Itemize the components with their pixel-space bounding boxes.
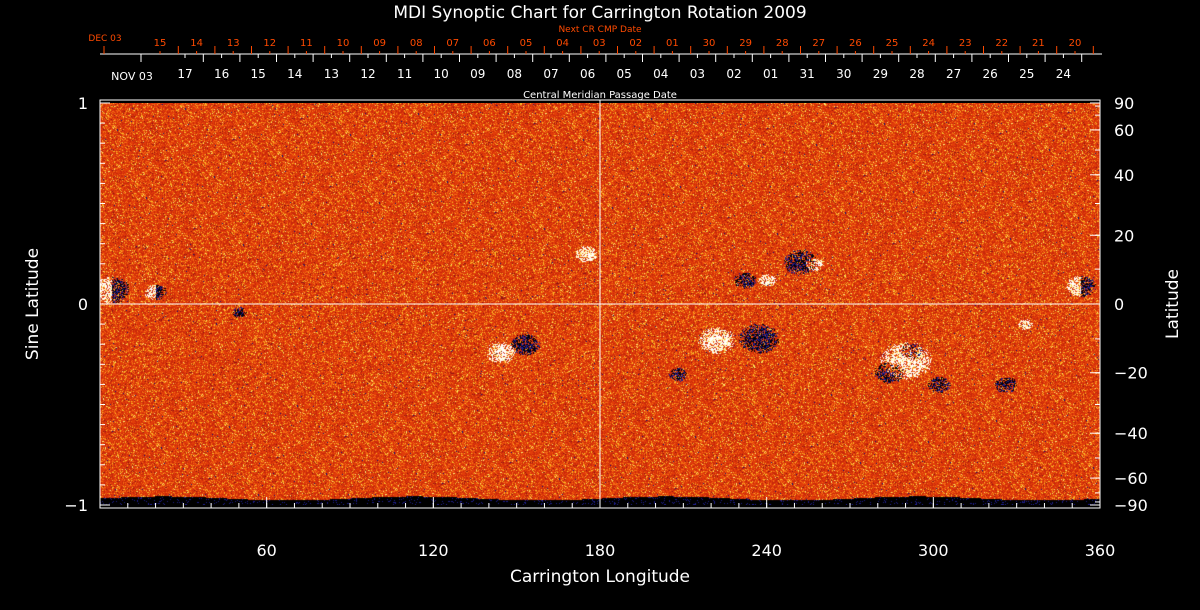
- cmp-date-label: 08: [507, 67, 522, 81]
- y-tick-label-right: 60: [1114, 121, 1134, 140]
- cmp-date-label: 30: [836, 67, 851, 81]
- y-tick-label-right: 20: [1114, 226, 1134, 245]
- cmp-date-label: 10: [434, 67, 449, 81]
- cmp-date-label: 04: [653, 67, 668, 81]
- next-cmp-axis-title: Next CR CMP Date: [558, 25, 642, 35]
- next-cmp-date-label: 23: [959, 38, 972, 49]
- y-tick-label-right: 40: [1114, 166, 1134, 185]
- cmp-date-label: 07: [543, 67, 558, 81]
- y-tick-label-left: −1: [64, 496, 88, 515]
- cmp-date-label: 06: [580, 67, 595, 81]
- cmp-date-label: 24: [1056, 67, 1071, 81]
- next-cmp-date-label: 26: [849, 38, 862, 49]
- cmp-start-label: NOV 03: [111, 70, 153, 83]
- next-cmp-date-label: 06: [483, 38, 496, 49]
- next-cmp-date-label: 03: [593, 38, 606, 49]
- cmp-date-label: 13: [324, 67, 339, 81]
- next-cmp-date-label: 25: [886, 38, 899, 49]
- cmp-date-label: 05: [617, 67, 632, 81]
- x-axis-label: Carrington Longitude: [510, 567, 690, 587]
- next-cmp-date-label: 30: [703, 38, 716, 49]
- next-cmp-date-label: 29: [739, 38, 752, 49]
- cmp-date-label: 25: [1019, 67, 1034, 81]
- next-cmp-date-label: 11: [300, 38, 313, 49]
- next-cmp-date-label: 21: [1032, 38, 1045, 49]
- next-cmp-date-label: 15: [154, 38, 167, 49]
- next-cmp-date-label: 12: [263, 38, 276, 49]
- cmp-date-label: 15: [251, 67, 266, 81]
- cmp-date-label: 09: [470, 67, 485, 81]
- x-tick-label: 180: [585, 541, 616, 560]
- y-tick-label-right: −60: [1114, 469, 1148, 488]
- next-cmp-date-label: 01: [666, 38, 679, 49]
- next-cmp-date-label: 24: [922, 38, 935, 49]
- cmp-date-label: 16: [214, 67, 229, 81]
- x-tick-label: 120: [418, 541, 449, 560]
- y-tick-label-left: 1: [78, 94, 88, 113]
- cmp-date-label: 11: [397, 67, 412, 81]
- chart-title: MDI Synoptic Chart for Carrington Rotati…: [393, 3, 806, 23]
- cmp-date-label: 03: [690, 67, 705, 81]
- x-tick-label: 300: [918, 541, 949, 560]
- next-cmp-date-label: 22: [995, 38, 1008, 49]
- cmp-date-label: 27: [946, 67, 961, 81]
- x-tick-label: 360: [1085, 541, 1116, 560]
- y-tick-label-left: 0: [78, 295, 88, 314]
- next-cmp-date-label: 20: [1069, 38, 1082, 49]
- y-tick-label-right: 0: [1114, 295, 1124, 314]
- next-cmp-date-label: 14: [190, 38, 203, 49]
- next-cmp-date-label: 28: [776, 38, 789, 49]
- next-cmp-start-label: DEC 03: [88, 34, 121, 44]
- cmp-date-label: 31: [800, 67, 815, 81]
- x-tick-label: 240: [751, 541, 782, 560]
- next-cmp-date-label: 27: [812, 38, 825, 49]
- next-cmp-date-label: 08: [410, 38, 423, 49]
- y-axis-label-left: Sine Latitude: [23, 248, 43, 360]
- next-cmp-date-label: 04: [556, 38, 569, 49]
- cmp-date-label: 17: [177, 67, 192, 81]
- next-cmp-date-label: 10: [337, 38, 350, 49]
- cmp-date-label: 01: [763, 67, 778, 81]
- y-tick-label-right: 90: [1114, 94, 1134, 113]
- cmp-axis-title: Central Meridian Passage Date: [523, 90, 677, 101]
- next-cmp-date-label: 09: [373, 38, 386, 49]
- cmp-date-label: 12: [360, 67, 375, 81]
- y-tick-label-right: −90: [1114, 496, 1148, 515]
- next-cmp-date-label: 13: [227, 38, 240, 49]
- y-tick-label-right: −20: [1114, 364, 1148, 383]
- next-cmp-date-label: 07: [446, 38, 459, 49]
- cmp-date-label: 14: [287, 67, 302, 81]
- cmp-date-label: 29: [873, 67, 888, 81]
- y-axis-label-right: Latitude: [1163, 269, 1183, 339]
- x-tick-label: 60: [256, 541, 276, 560]
- next-cmp-date-label: 02: [629, 38, 642, 49]
- next-cmp-date-label: 05: [520, 38, 533, 49]
- y-tick-label-right: −40: [1114, 424, 1148, 443]
- cmp-date-label: 02: [726, 67, 741, 81]
- cmp-date-label: 26: [983, 67, 998, 81]
- cmp-date-label: 28: [909, 67, 924, 81]
